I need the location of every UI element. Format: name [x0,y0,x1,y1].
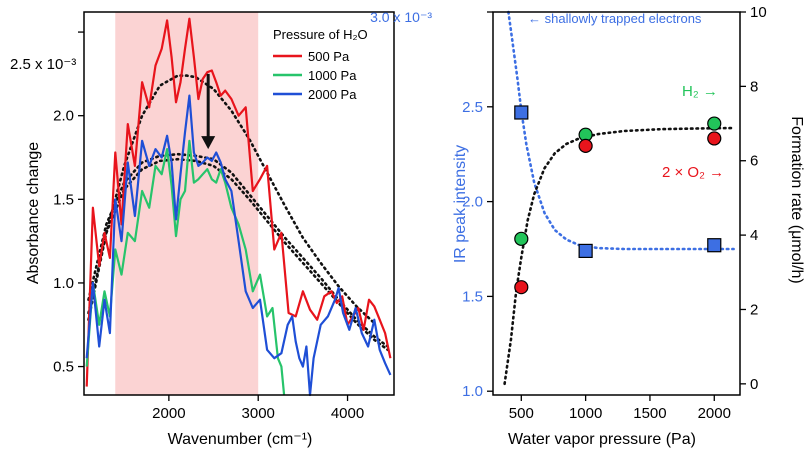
y-left-tick-label: 2.5 [462,99,483,116]
decrease-arrow [201,73,216,150]
x-tick-label: 500 [509,405,534,422]
y-left-tick-label: 2.0 [462,194,483,211]
x-axis-ticks: 2000 3000 4000 [152,395,364,422]
o2-point [707,131,722,146]
spectra-series [85,17,392,397]
y-right-tick-label: 0 [750,376,758,393]
legend-label-500: 500 Pa [308,49,350,64]
left-axis-ticks: 1.0 1.5 2.0 2.5 [462,11,493,400]
y-left-tick-label: 1.5 [462,288,483,305]
h2-point [707,116,722,131]
h2-point [514,231,529,246]
y-left-axis-label: IR peak intensity [452,145,469,263]
legend: Pressure of H₂O 500 Pa 1000 Pa 2000 Pa [273,27,368,102]
plot-frame [492,11,741,396]
ir-point [514,105,529,120]
y-tick-label: 0.5 [53,359,74,376]
absorbance-chart: 2000 3000 4000 0.5 1.0 1.5 2.0 2.5 x 10⁻³ Wav… [10,11,395,448]
y-right-axis-label: Formation rate (μmol/h) [788,116,805,283]
annotation-h2: H₂ → [682,83,718,100]
x-tick-label: 2000 [152,405,185,422]
legend-title: Pressure of H₂O [273,27,368,42]
y-right-tick-label: 2 [750,301,758,318]
ir-fit-curve [507,10,735,251]
o2-point [578,138,593,153]
annotation-trapped-electrons: ← shallowly trapped electrons [528,11,702,26]
fit-curves [503,10,735,386]
data-points [514,105,722,295]
series-line-500-pa [85,17,392,387]
arrow-head [201,136,216,150]
y-top-label: 2.5 x 10⁻³ [10,56,76,73]
o2-point [514,280,529,295]
x-axis-label: Wavenumber (cm⁻¹) [168,431,313,448]
x-axis-ticks: 500 1000 1500 2000 [509,395,731,422]
x-axis-label: Water vapor pressure (Pa) [508,431,696,448]
ir-point [578,243,593,259]
y-tick-label: 1.5 [53,191,74,208]
y-left-top-label: 3.0 x 10⁻³ [370,9,432,25]
legend-label-1000: 1000 Pa [308,68,357,83]
right-axis-ticks: 0 2 4 6 8 10 [740,4,767,393]
annotation-o2: 2 × O₂ → [662,164,724,181]
y-right-tick-label: 4 [750,227,758,244]
formation-fit-curve [503,126,735,386]
x-tick-label: 4000 [331,405,364,422]
series-line-1000-pa [85,139,286,396]
ir-point [707,238,722,253]
x-tick-label: 1500 [633,405,666,422]
y-right-tick-label: 6 [750,153,758,170]
y-right-tick-label: 10 [750,4,767,21]
x-tick-label: 2000 [698,405,731,422]
y-axis-label: Absorbance change [25,142,42,284]
y-tick-label: 1.0 [53,275,74,292]
y-tick-label: 2.0 [53,108,74,125]
x-tick-label: 1000 [569,405,602,422]
series-line-2000-pa [85,94,392,397]
y-axis-ticks: 0.5 1.0 1.5 2.0 [53,31,84,376]
y-right-tick-label: 8 [750,78,758,95]
legend-label-2000: 2000 Pa [308,87,357,102]
plot-frame [83,11,395,396]
y-left-tick-label: 1.0 [462,383,483,400]
formation-chart: 500 1000 1500 2000 1.0 1.5 2.0 2.5 0 2 4 6 8 10 3.0… [370,4,805,448]
x-tick-label: 3000 [242,405,275,422]
